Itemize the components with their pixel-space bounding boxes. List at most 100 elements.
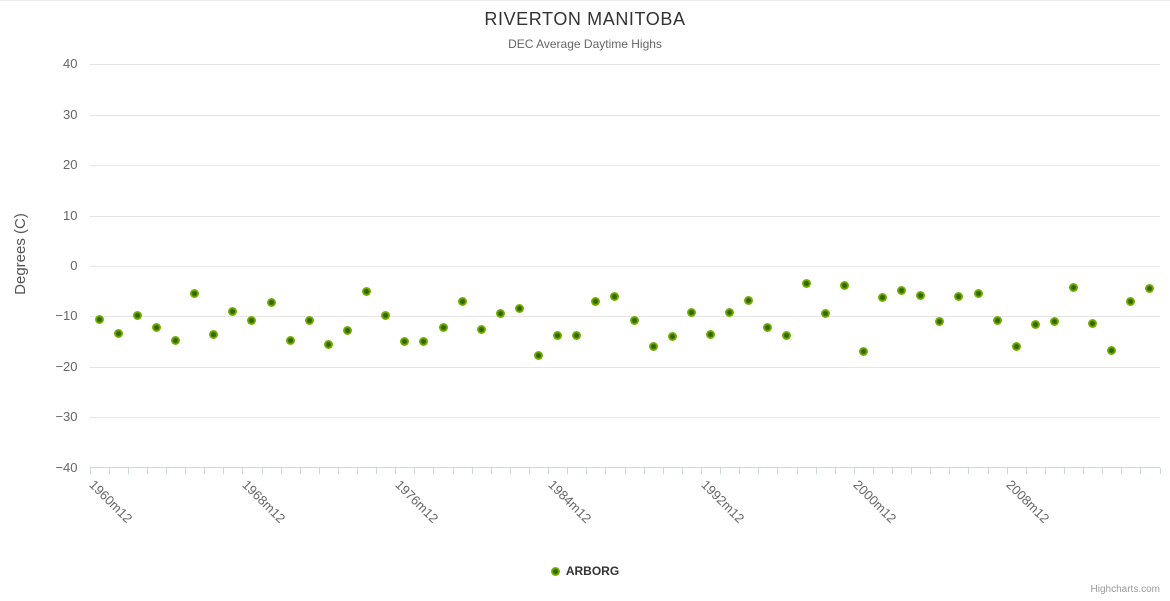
x-axis-tick	[185, 468, 186, 474]
data-point[interactable]	[877, 293, 887, 303]
data-point[interactable]	[171, 335, 180, 345]
data-point[interactable]	[648, 342, 658, 352]
data-point[interactable]	[820, 308, 830, 318]
data-point[interactable]	[1030, 319, 1040, 329]
y-axis-tick-label: −30	[55, 409, 78, 425]
data-point[interactable]	[323, 340, 333, 350]
data-point[interactable]	[381, 311, 391, 321]
x-axis-tick	[1064, 468, 1065, 474]
data-point[interactable]	[610, 292, 620, 302]
data-point[interactable]	[514, 304, 524, 314]
x-axis-tick	[949, 468, 951, 474]
x-axis-tick	[414, 468, 416, 474]
x-axis-tick	[204, 468, 206, 474]
legend-item-arborg[interactable]: ARBORG	[550, 564, 620, 578]
data-point[interactable]	[342, 325, 352, 335]
data-point[interactable]	[285, 335, 295, 345]
data-point[interactable]	[572, 330, 582, 340]
data-point[interactable]	[1107, 345, 1117, 355]
x-axis-tick-label: 2000m12	[850, 477, 900, 526]
data-point[interactable]	[839, 281, 849, 291]
x-axis-tick-label: 1984m12	[544, 477, 594, 526]
y-gridline	[89, 64, 1160, 66]
x-axis-tick	[127, 468, 129, 474]
data-point[interactable]	[973, 289, 983, 299]
x-axis-tick	[739, 468, 741, 474]
data-point[interactable]	[113, 329, 123, 338]
data-point[interactable]	[763, 322, 773, 332]
data-point[interactable]	[1145, 284, 1155, 294]
data-point[interactable]	[457, 297, 467, 307]
x-axis-tick	[1121, 468, 1123, 474]
y-gridline	[89, 266, 1160, 267]
x-axis-tick-label: 1960m12	[86, 477, 136, 526]
data-point[interactable]	[1011, 342, 1021, 352]
x-axis-tick	[548, 468, 550, 474]
data-point[interactable]	[438, 322, 448, 332]
data-point[interactable]	[476, 324, 486, 334]
data-point[interactable]	[725, 307, 735, 317]
data-point[interactable]	[1088, 318, 1098, 328]
data-point[interactable]	[954, 292, 964, 302]
series-marker-icon	[550, 566, 560, 576]
x-axis-tick	[815, 468, 817, 474]
data-point[interactable]	[553, 330, 563, 340]
x-axis-tick	[987, 468, 989, 474]
data-point[interactable]	[362, 287, 372, 297]
y-axis-tick-label: −10	[55, 308, 78, 324]
y-gridline	[89, 165, 1160, 167]
y-axis-tick-label: −20	[55, 358, 78, 374]
data-point[interactable]	[304, 316, 314, 326]
data-point[interactable]	[897, 286, 907, 296]
y-axis-tick-label: 40	[63, 56, 78, 72]
x-axis-tick	[911, 468, 913, 474]
x-axis-tick	[1140, 468, 1142, 474]
x-axis-tick	[892, 468, 893, 474]
data-point[interactable]	[190, 289, 200, 299]
data-point[interactable]	[209, 330, 219, 339]
x-axis-tick	[872, 468, 874, 474]
x-axis-tick	[337, 468, 339, 474]
data-point[interactable]	[400, 336, 410, 346]
x-axis-tick	[433, 468, 435, 474]
x-axis-tick	[834, 468, 836, 474]
x-axis-tick	[1159, 468, 1161, 474]
data-point[interactable]	[629, 315, 639, 325]
data-point[interactable]	[667, 332, 677, 342]
data-point[interactable]	[706, 329, 715, 339]
x-axis-tick	[261, 468, 263, 474]
x-axis-tick	[586, 468, 588, 474]
data-point[interactable]	[495, 308, 505, 318]
x-axis-tick	[758, 468, 760, 474]
x-axis-tick	[968, 468, 970, 474]
x-axis-tick	[1044, 468, 1046, 474]
legend: ARBORG	[0, 564, 1170, 578]
data-point[interactable]	[1126, 297, 1136, 307]
data-point[interactable]	[534, 351, 543, 361]
data-point[interactable]	[247, 316, 257, 326]
data-point[interactable]	[1049, 316, 1059, 326]
data-point[interactable]	[935, 316, 945, 326]
legend-label: ARBORG	[565, 564, 620, 578]
y-axis-title: Degrees (C)	[12, 213, 29, 295]
x-axis-tick	[165, 468, 167, 474]
data-point[interactable]	[686, 307, 696, 317]
data-point[interactable]	[132, 311, 142, 321]
data-point[interactable]	[782, 330, 792, 340]
highcharts-credits-link[interactable]: Highcharts.com	[1090, 584, 1160, 595]
data-point[interactable]	[228, 307, 238, 317]
data-point[interactable]	[266, 298, 276, 308]
data-point[interactable]	[858, 347, 868, 357]
x-axis-tick	[681, 468, 683, 474]
data-point[interactable]	[992, 316, 1002, 326]
data-point[interactable]	[1069, 282, 1078, 292]
x-axis-tick	[777, 468, 779, 474]
data-point[interactable]	[419, 336, 429, 346]
data-point[interactable]	[591, 296, 601, 306]
data-point[interactable]	[151, 322, 161, 332]
data-point[interactable]	[94, 314, 104, 324]
data-point[interactable]	[801, 279, 811, 289]
data-point[interactable]	[744, 295, 754, 305]
data-point[interactable]	[916, 291, 926, 301]
x-axis-tick	[89, 468, 91, 474]
